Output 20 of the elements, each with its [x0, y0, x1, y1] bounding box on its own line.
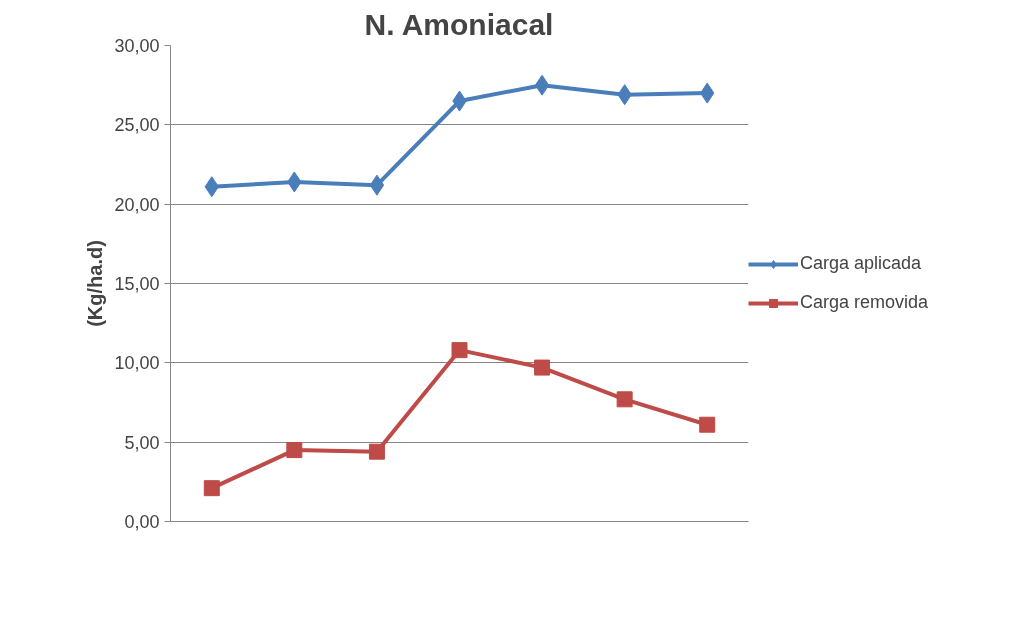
legend-label: Carga aplicada — [800, 253, 922, 274]
point — [203, 480, 220, 497]
point — [368, 443, 385, 460]
point — [534, 74, 550, 96]
point — [534, 359, 551, 376]
point — [286, 442, 303, 459]
y-tick-label: 15,00 — [114, 274, 160, 294]
y-axis-title: (Kg/ha.d) — [84, 240, 107, 327]
y-tick-label: 5,00 — [124, 432, 160, 453]
point — [451, 342, 468, 359]
y-tick-label: 20,00 — [114, 194, 160, 215]
legend-label: Carga removida — [800, 292, 929, 313]
point — [699, 416, 716, 433]
y-tick-label: 30,00 — [114, 36, 160, 56]
y-tick-label: 25,00 — [114, 115, 160, 136]
point — [369, 174, 385, 196]
y-tick-label: 0,00 — [124, 512, 160, 532]
chart-title: N. Amoniacal — [364, 7, 554, 41]
y-tick-label: 10,00 — [114, 353, 160, 374]
point — [616, 391, 633, 408]
